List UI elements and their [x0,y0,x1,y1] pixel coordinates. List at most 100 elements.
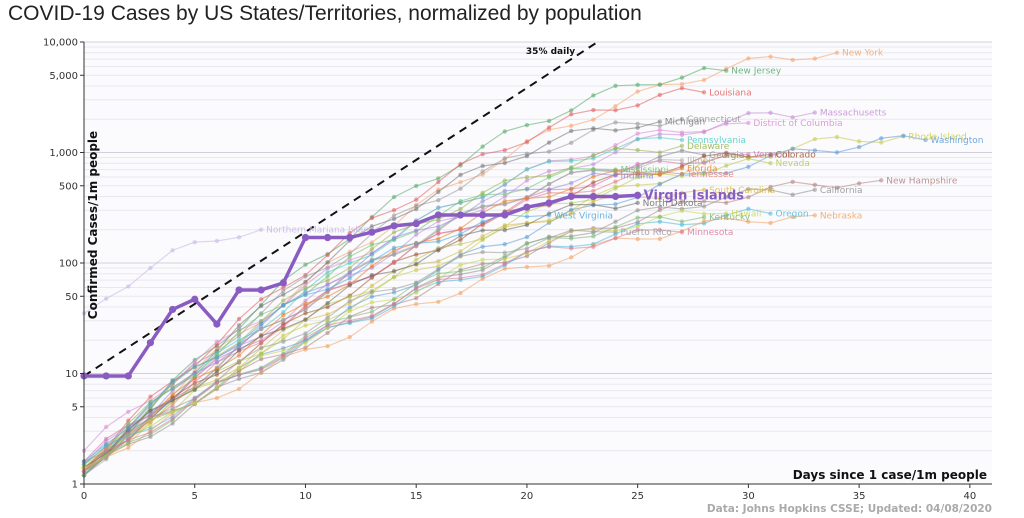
series-point [480,228,485,233]
series-point [613,146,618,151]
series-point [413,252,419,257]
series-point [657,131,663,137]
series-point [281,288,286,293]
series-point [569,207,574,213]
series-point [701,129,707,134]
series-point [214,339,220,344]
series-point [436,266,441,272]
highlight-point [102,372,110,380]
series-point [546,149,552,154]
series-point [657,135,663,140]
highlight-label: Virgin Islands [644,188,745,203]
series-line [83,171,683,472]
series-point [436,176,441,181]
series-point [524,240,530,246]
chart-title: COVID-19 Cases by US States/Territories,… [8,2,642,25]
series-point [524,264,530,270]
series-point [613,120,618,125]
series-point [724,170,729,176]
series-point [369,300,375,305]
series-point [458,269,463,274]
y-tick-label: 1 [72,480,78,491]
x-tick-label: 40 [963,491,976,502]
series-point [391,235,397,240]
series-point [391,245,397,251]
series-point [480,223,485,228]
series-point [413,241,419,246]
highlight-point [346,233,354,242]
series-point [436,224,441,229]
series-point [569,186,574,191]
series-point [458,290,463,296]
series-point [303,304,308,309]
series-point [834,50,840,55]
x-tick-label: 10 [299,491,312,502]
series-point [834,150,840,155]
series-point [192,396,197,402]
series-point [126,432,131,438]
series-point [657,157,663,162]
series-point [724,215,729,221]
series-point [657,92,663,98]
series-point [347,309,352,314]
series-point [369,264,375,269]
reference-line: 35% daily [83,41,599,377]
series-label: Tennessee [686,170,734,180]
series-point [502,261,507,267]
series-point [303,347,308,352]
series-point [148,430,153,435]
series-line [83,136,683,476]
series-point [258,312,264,317]
series-point [369,215,375,221]
series-point [236,372,242,378]
series-point [879,140,884,145]
series-point [701,65,707,71]
series-point [657,214,663,220]
series-point [591,244,596,250]
series-point [413,232,419,237]
series-point [701,214,707,220]
series-label: North Dakota [643,199,703,209]
series-point [613,229,618,235]
series-point [746,164,751,170]
series-point [724,211,729,216]
series-point [192,387,197,392]
y-tick-label: 5 [72,402,78,413]
series-point [591,162,596,167]
series-point [502,182,507,187]
series-point [635,131,640,136]
series-point [591,229,596,234]
series-point [724,150,729,156]
series-point [458,161,463,167]
series-point [413,290,419,295]
series-point [679,81,685,87]
series-point [347,283,352,288]
series-point [635,89,640,94]
series-point [591,188,596,194]
series-point [347,265,352,271]
series-label: Delaware [687,142,730,152]
series-point [879,136,884,141]
series-point [192,371,197,376]
series-point [502,129,507,134]
series-point [679,208,685,214]
y-tick-label: 10 [65,369,78,380]
series-point [192,359,197,365]
series-label: Illinois [687,156,716,166]
series-point [546,181,552,187]
series-point [569,123,574,128]
series-point [746,110,751,116]
series-point [458,227,463,233]
y-tick-label: 10,000 [43,38,78,49]
series-point [502,191,507,197]
series-point [790,57,795,63]
series-point [281,317,286,322]
series-point [170,391,175,397]
series-point [436,239,441,244]
series-point [258,326,264,332]
series-point [369,246,375,252]
series-point [303,335,308,341]
series-point [170,398,175,403]
series-point [635,200,640,206]
series-point [856,181,862,186]
